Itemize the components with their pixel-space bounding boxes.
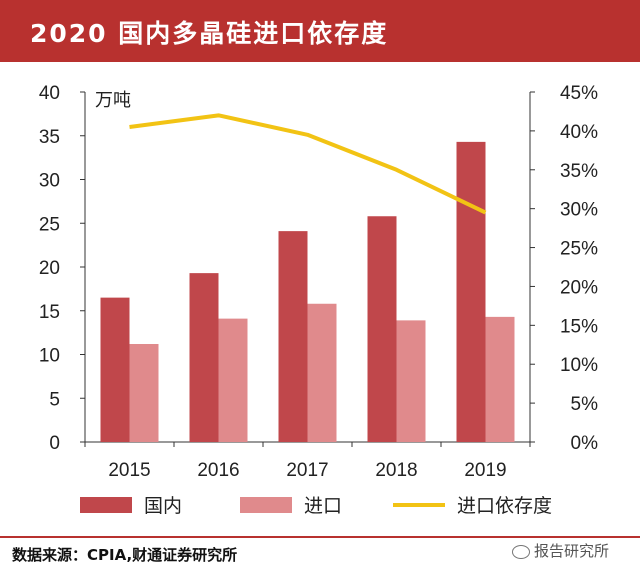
watermark: 报告研究所	[512, 540, 609, 561]
line-进口依存度	[129, 113, 487, 215]
page-title: 2020 国内多晶硅进口依存度	[30, 19, 389, 48]
legend-label: 进口依存度	[457, 495, 552, 517]
left-axis-tick-label: 0	[49, 433, 60, 454]
left-axis-tick-label: 35	[39, 127, 60, 148]
right-axis-tick-label: 0%	[571, 433, 599, 454]
legend-label: 进口	[304, 495, 342, 517]
x-axis-tick-label: 2015	[108, 460, 150, 481]
x-axis-tick-label: 2018	[375, 460, 417, 481]
right-axis-tick-label: 20%	[560, 277, 598, 298]
bar-国内	[367, 216, 397, 442]
legend-swatch-进口	[240, 497, 292, 513]
bar-进口	[485, 316, 515, 442]
right-axis-tick-label: 10%	[560, 355, 598, 376]
right-axis-tick-label: 40%	[560, 122, 598, 143]
x-axis-tick-label: 2019	[464, 460, 506, 481]
right-axis-tick-label: 5%	[571, 394, 599, 415]
source-divider	[0, 536, 640, 538]
legend-swatch-国内	[80, 497, 132, 513]
left-axis-tick-label: 5	[49, 389, 60, 410]
bar-进口	[129, 344, 159, 442]
right-axis-tick-label: 30%	[560, 200, 598, 221]
wechat-icon	[512, 544, 530, 559]
right-axis-tick-label: 35%	[560, 161, 598, 182]
left-axis-tick-label: 20	[39, 258, 60, 279]
bar-进口	[396, 320, 426, 442]
right-axis-tick-label: 25%	[560, 239, 598, 260]
watermark-text: 报告研究所	[534, 542, 610, 560]
bar-国内	[278, 231, 308, 442]
bar-国内	[100, 297, 130, 442]
left-axis-tick-label: 25	[39, 214, 60, 235]
left-axis-tick-label: 10	[39, 346, 60, 367]
right-axis-tick-label: 15%	[560, 316, 598, 337]
bar-国内	[189, 273, 219, 442]
bar-国内	[456, 141, 486, 442]
x-axis-tick-label: 2016	[197, 460, 239, 481]
source-note: 数据来源：CPIA,财通证券研究所	[12, 546, 238, 564]
chart: 0 5 10 15 20 25 30 35 40 万吨 0% 5% 10% 15% 20% 25% 30% 35%…	[39, 83, 599, 517]
left-axis-tick-label: 15	[39, 302, 60, 323]
left-axis-unit: 万吨	[95, 90, 131, 110]
bar-进口	[307, 303, 337, 442]
bar-进口	[218, 318, 248, 442]
left-axis-tick-label: 30	[39, 171, 60, 192]
right-axis-tick-label: 45%	[560, 83, 598, 104]
title-bar: 2020 国内多晶硅进口依存度	[0, 0, 640, 62]
x-axis-tick-label: 2017	[286, 460, 328, 481]
legend-label: 国内	[144, 495, 182, 517]
left-axis-tick-label: 40	[39, 83, 60, 104]
